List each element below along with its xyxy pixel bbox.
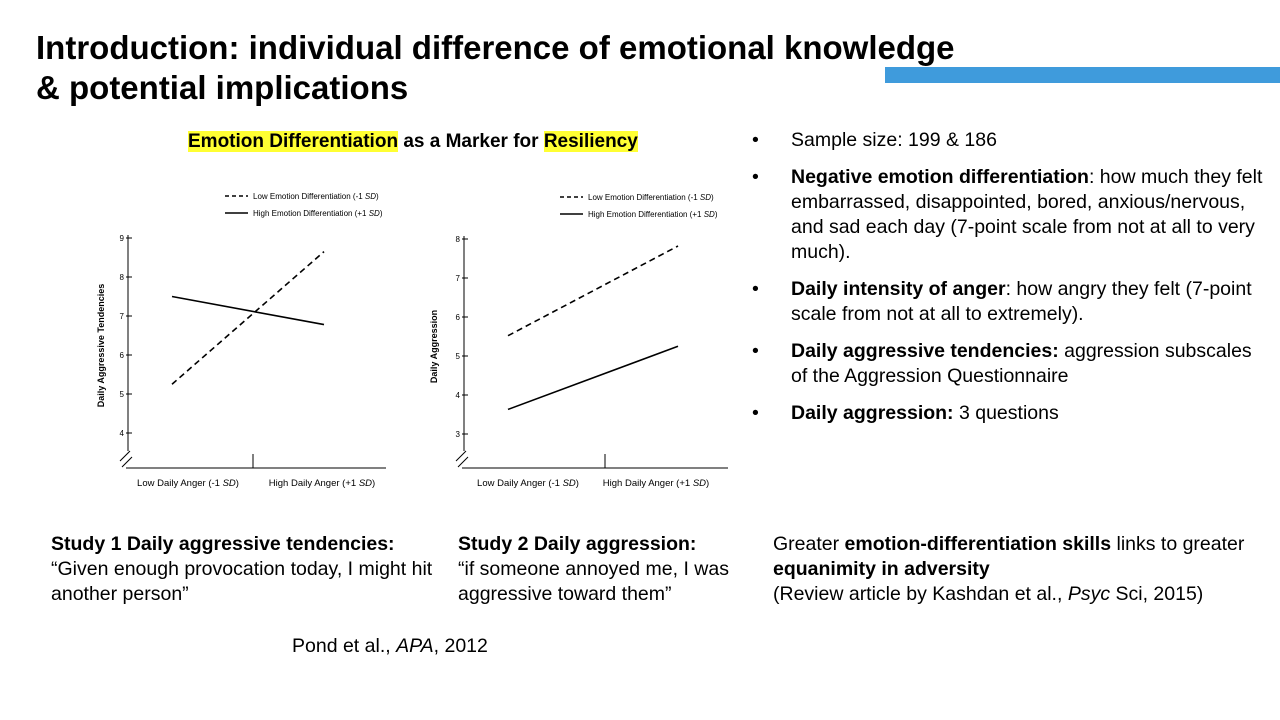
slide-title: Introduction: individual difference of e… bbox=[36, 28, 1076, 108]
axis-break-mark bbox=[457, 456, 469, 468]
y-tick-label: 7 bbox=[456, 274, 461, 283]
chart-study-2: 3 4 5 6 7 8 Daily Aggression Low Daily Anger (-… bbox=[429, 193, 728, 489]
heading-highlight-resiliency: Resiliency bbox=[543, 131, 638, 152]
y-tick-label: 5 bbox=[456, 352, 461, 361]
bullet-list: Sample size: 199 & 186 Negative emotion … bbox=[752, 128, 1272, 438]
slide-title-line-2: & potential implications bbox=[36, 69, 409, 106]
y-tick-label: 6 bbox=[120, 351, 125, 360]
accent-bar bbox=[885, 67, 1280, 83]
series-line-low-differentiation bbox=[171, 251, 325, 385]
x-category-label: High Daily Anger (+1 SD) bbox=[269, 478, 375, 489]
y-axis-label: Daily Aggressive Tendencies bbox=[96, 284, 106, 408]
y-axis-label: Daily Aggression bbox=[429, 310, 439, 383]
chart-study-1: 4 5 6 7 8 9 Daily Aggressive Tendencies Low Dai… bbox=[96, 192, 386, 489]
caption-study-2-quote: “if someone annoyed me, I was aggressive… bbox=[458, 558, 729, 605]
caption-study-2-label: Study 2 Daily aggression: bbox=[458, 533, 697, 555]
x-category-label: High Daily Anger (+1 SD) bbox=[603, 478, 709, 489]
heading-connector: as a Marker for bbox=[398, 131, 544, 152]
bullet-item: Sample size: 199 & 186 bbox=[752, 128, 1272, 153]
y-tick-label: 8 bbox=[456, 235, 461, 244]
legend-label: High Emotion Differentiation (+1 SD) bbox=[253, 209, 383, 218]
bullet-item: Daily intensity of anger: how angry they… bbox=[752, 277, 1272, 327]
series-line-high-differentiation bbox=[171, 295, 325, 326]
axis-break-mark bbox=[119, 450, 131, 462]
heading-highlight-emotion-differentiation: Emotion Differentiation bbox=[188, 131, 399, 152]
axis-break-mark bbox=[121, 456, 133, 468]
caption-study-1-quote: “Given enough provocation today, I might… bbox=[51, 558, 433, 605]
y-tick-label: 3 bbox=[456, 430, 461, 439]
caption-study-2: Study 2 Daily aggression: “if someone an… bbox=[458, 532, 763, 607]
citation: Pond et al., APA, 2012 bbox=[292, 635, 488, 657]
y-tick-label: 5 bbox=[120, 390, 125, 399]
caption-summary: Greater emotion-differentiation skills l… bbox=[773, 533, 1245, 605]
y-tick-label: 6 bbox=[456, 313, 461, 322]
bullet-item: Daily aggressive tendencies: aggression … bbox=[752, 339, 1272, 389]
y-tick-label: 8 bbox=[120, 273, 125, 282]
bullet-item: Daily aggression: 3 questions bbox=[752, 401, 1272, 426]
caption-study-1-label: Study 1 Daily aggressive tendencies: bbox=[51, 533, 395, 555]
x-category-label: Low Daily Anger (-1 SD) bbox=[137, 478, 239, 489]
axis-break-mark bbox=[455, 450, 467, 462]
y-tick-label: 9 bbox=[120, 234, 125, 243]
slide-title-line-1: Introduction: individual difference of e… bbox=[36, 29, 955, 66]
bullet-item: Negative emotion differentiation: how mu… bbox=[752, 165, 1272, 265]
legend-label: Low Emotion Differentiation (-1 SD) bbox=[588, 193, 714, 202]
caption-study-1: Study 1 Daily aggressive tendencies: “Gi… bbox=[51, 532, 441, 607]
x-category-label: Low Daily Anger (-1 SD) bbox=[477, 478, 579, 489]
chart-heading: Emotion Differentiation as a Marker for … bbox=[188, 131, 638, 153]
y-tick-label: 4 bbox=[456, 391, 461, 400]
y-tick-label: 4 bbox=[120, 429, 125, 438]
series-line-low-differentiation bbox=[507, 245, 679, 337]
y-tick-label: 7 bbox=[120, 312, 125, 321]
legend-label: Low Emotion Differentiation (-1 SD) bbox=[253, 192, 379, 201]
legend-label: High Emotion Differentiation (+1 SD) bbox=[588, 210, 718, 219]
series-line-high-differentiation bbox=[507, 345, 679, 411]
